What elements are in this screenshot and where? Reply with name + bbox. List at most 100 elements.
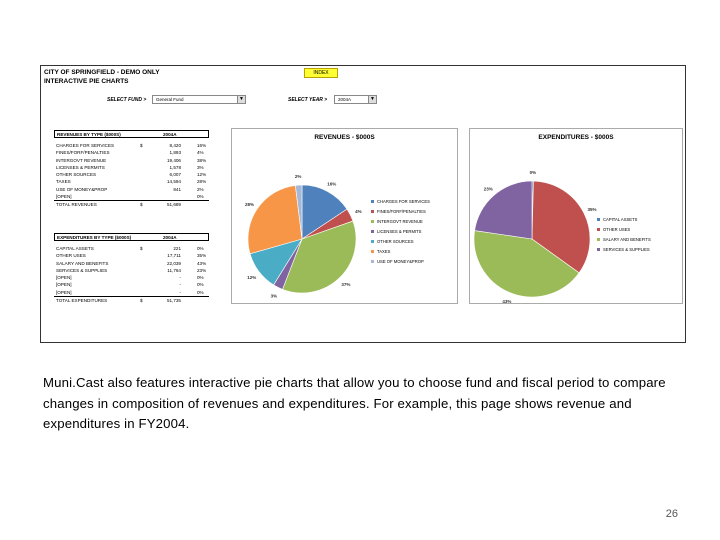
expenditures-table: EXPENDITURES BY TYPE ($000S) 2004A CAPIT… — [54, 233, 209, 303]
year-dropdown-value: 2004A — [338, 97, 352, 102]
table-row: USE OF MONEY&PROP 841 2% — [54, 186, 209, 193]
row-percent: 12% — [197, 172, 207, 178]
revenues-pie-chart: 16% 4% 37% 3% 12% 28% 2% — [245, 174, 362, 298]
row-value: 14,594 — [166, 179, 181, 185]
legend-label: CHARGES FOR SERVICES — [377, 199, 430, 204]
row-label: SERVICES & SUPPLIES — [56, 267, 108, 273]
row-percent: 0% — [197, 289, 204, 295]
row-label: OTHER SOURCES — [56, 172, 97, 178]
table-total-row: TOTAL REVENUES $51,689 — [54, 200, 209, 207]
table-row: OTHER SOURCES 6,007 12% — [54, 171, 209, 178]
row-value: 51,735 — [166, 298, 181, 304]
row-percent: 38% — [197, 157, 207, 163]
table-row: OTHER USES 17,711 35% — [54, 252, 209, 259]
legend-swatch — [371, 220, 374, 224]
legend-swatch — [597, 218, 600, 222]
table-row: SALARY AND BENEFITS 22,039 43% — [54, 260, 209, 267]
expenditures-chart-title: EXPENDITURES - $000S — [538, 134, 614, 141]
index-button[interactable]: INDEX — [304, 68, 338, 78]
chevron-down-icon[interactable]: ▼ — [237, 96, 245, 103]
row-value: 19,406 — [166, 157, 181, 163]
row-value: 11,764 — [167, 267, 181, 273]
pie-data-label: 3% — [271, 293, 278, 298]
row-value: 1,578 — [169, 164, 182, 170]
row-value: 17,711 — [167, 253, 181, 259]
table-row: LICENSES & PERMITS 1,578 3% — [54, 164, 209, 171]
row-label: USE OF MONEY&PROP — [56, 186, 108, 192]
pie-slice — [247, 185, 303, 255]
row-value: 51,689 — [166, 202, 181, 208]
table-header-year: 2004A — [163, 132, 177, 137]
pie-data-label: 0% — [530, 170, 537, 175]
row-percent: 0% — [197, 246, 204, 251]
legend-label: USE OF MONEY&PROP — [377, 259, 424, 264]
row-value: 6,007 — [169, 172, 182, 178]
row-label: SALARY AND BENEFITS — [56, 260, 109, 266]
row-percent: 3% — [197, 164, 204, 170]
table-row: FINES/FORF/PENALTIES 1,893 4% — [54, 149, 209, 156]
row-percent: 0% — [197, 194, 204, 200]
legend-item: CHARGES FOR SERVICES — [371, 199, 430, 204]
row-currency: $ — [140, 143, 143, 148]
legend-item: FINES/FORF/PENALTIES — [371, 209, 426, 214]
chevron-down-icon[interactable]: ▼ — [368, 96, 376, 103]
row-label: OTHER USES — [56, 253, 86, 259]
pie-slice — [473, 230, 580, 298]
legend-swatch — [371, 210, 374, 214]
pie-slice — [282, 220, 357, 294]
pie-slice — [301, 184, 348, 240]
row-value: - — [179, 289, 181, 295]
revenues-chart-panel: REVENUES - $000S 16% 4% 37% 3% 12% 28% 2% CHAR… — [231, 128, 458, 304]
table-row: SERVICES & SUPPLIES 11,764 23% — [54, 267, 209, 274]
legend-label: OTHER USES — [603, 227, 631, 232]
row-value: - — [179, 282, 181, 288]
table-row: CAPITAL ASSETS $221 0% — [54, 245, 209, 252]
row-percent: 16% — [197, 143, 207, 148]
pie-slice — [474, 180, 533, 240]
year-select-label: SELECT YEAR > — [288, 97, 328, 103]
row-label: TAXES — [56, 179, 71, 185]
legend-label: SALARY AND BENEFITS — [603, 237, 651, 242]
legend-swatch — [371, 250, 374, 254]
year-dropdown[interactable]: 2004A ▼ — [334, 95, 377, 104]
legend-swatch — [371, 230, 374, 234]
spreadsheet-screenshot: CITY OF SPRINGFIELD - DEMO ONLY INTERACT… — [40, 65, 686, 343]
row-value: 841 — [173, 186, 181, 192]
legend-item: LICENSES & PERMITS — [371, 229, 421, 234]
revenues-table: REVENUES BY TYPE ($000S) 2004A CHARGES F… — [54, 130, 209, 208]
revenues-chart-title: REVENUES - $000S — [314, 134, 375, 141]
legend-swatch — [597, 238, 600, 242]
legend-item: USE OF MONEY&PROP — [371, 259, 424, 264]
legend-item: CAPITAL ASSETS — [597, 217, 637, 222]
row-percent: 4% — [197, 150, 204, 156]
revenues-table-header: REVENUES BY TYPE ($000S) 2004A — [54, 130, 209, 138]
table-header-label: REVENUES BY TYPE ($000S) — [57, 132, 121, 137]
legend-label: LICENSES & PERMITS — [377, 229, 422, 234]
legend-item: SERVICES & SUPPLIES — [597, 247, 650, 252]
pie-data-label: 28% — [245, 202, 254, 207]
legend-item: OTHER USES — [597, 227, 630, 232]
table-row: [OPEN] 0% — [54, 193, 209, 200]
title-line-1: CITY OF SPRINGFIELD - DEMO ONLY — [44, 69, 160, 76]
row-percent: 0% — [197, 275, 204, 281]
table-row: CHARGES FOR SERVICES $8,420 16% — [54, 142, 209, 149]
table-row: INTERGOVT REVENUE 19,406 38% — [54, 157, 209, 164]
legend-label: CAPITAL ASSETS — [603, 217, 638, 222]
table-header-year: 2004A — [163, 235, 177, 240]
legend-swatch — [597, 228, 600, 232]
table-row: [OPEN] - 0% — [54, 289, 209, 296]
fund-select-label: SELECT FUND > — [107, 97, 147, 103]
row-value: 1,893 — [169, 150, 182, 156]
legend-item: TAXES — [371, 249, 390, 254]
pie-data-label: 4% — [355, 209, 362, 214]
pie-data-label: 37% — [341, 282, 350, 287]
table-total-row: TOTAL EXPENDITURES $51,735 — [54, 296, 209, 303]
fund-dropdown[interactable]: General Fund ▼ — [152, 95, 246, 104]
row-percent: 35% — [197, 253, 207, 259]
row-currency: $ — [140, 298, 143, 304]
table-row: [OPEN] - 0% — [54, 274, 209, 281]
legend-label: SERVICES & SUPPLIES — [603, 247, 650, 252]
expenditures-pie-chart: 0% 35% 43% 23% — [473, 170, 596, 303]
legend-label: FINES/FORF/PENALTIES — [377, 209, 426, 214]
pie-data-label: 12% — [247, 275, 256, 280]
